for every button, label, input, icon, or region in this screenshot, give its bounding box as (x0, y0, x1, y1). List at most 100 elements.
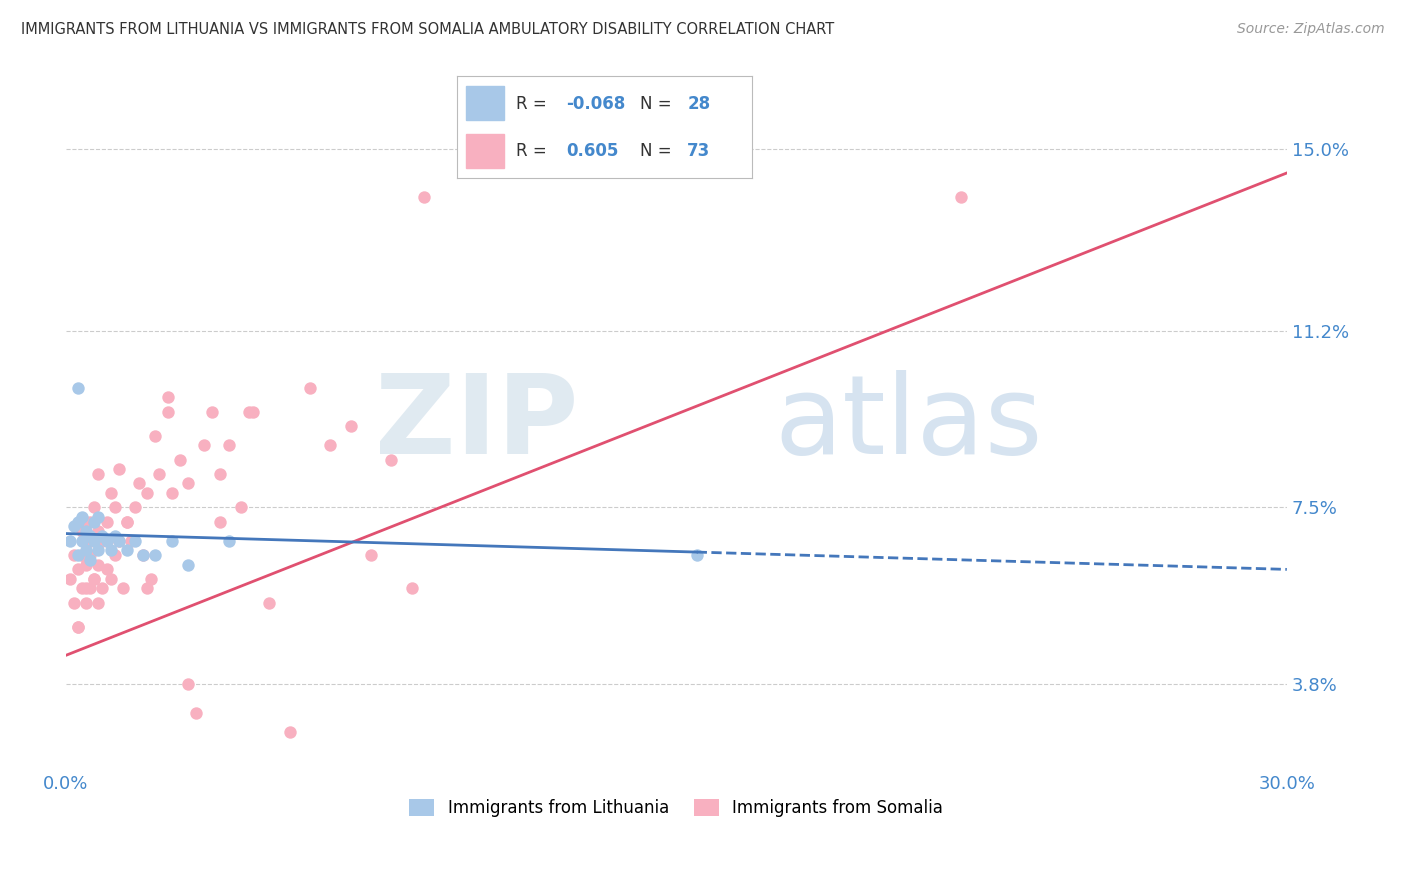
Point (63, 596, 86, 610)
Point (193, 438, 215, 452)
Point (115, 515, 138, 529)
Text: IMMIGRANTS FROM LITHUANIA VS IMMIGRANTS FROM SOMALIA AMBULATORY DISABILITY CORRE: IMMIGRANTS FROM LITHUANIA VS IMMIGRANTS … (21, 22, 834, 37)
Point (104, 500, 127, 515)
Point (128, 476, 150, 491)
Point (169, 452, 191, 467)
Point (104, 548, 127, 562)
Point (413, 190, 436, 204)
Point (96, 533, 118, 548)
Point (70, 548, 93, 562)
Point (148, 467, 170, 481)
Point (63, 548, 86, 562)
Point (100, 543, 122, 558)
Point (87, 509, 110, 524)
Point (401, 582, 423, 596)
Point (120, 533, 142, 548)
Point (229, 500, 252, 515)
Text: Source: ZipAtlas.com: Source: ZipAtlas.com (1237, 22, 1385, 37)
Point (111, 582, 134, 596)
Point (160, 533, 183, 548)
Point (96, 533, 118, 548)
Text: 73: 73 (688, 142, 710, 160)
Text: ZIP: ZIP (375, 370, 579, 477)
Point (380, 452, 402, 467)
Point (124, 500, 146, 515)
Point (96, 562, 118, 576)
Point (83, 572, 105, 586)
Point (70, 533, 93, 548)
Text: -0.068: -0.068 (567, 95, 626, 112)
Point (278, 724, 301, 739)
Point (66, 562, 89, 576)
Point (950, 190, 973, 204)
Text: 0.605: 0.605 (567, 142, 619, 160)
Point (91, 582, 114, 596)
Point (87, 543, 110, 558)
Point (100, 486, 122, 500)
Point (91, 529, 114, 543)
Point (79, 582, 101, 596)
Point (70, 524, 93, 538)
Text: R =: R = (516, 95, 553, 112)
Point (96, 515, 118, 529)
Text: 28: 28 (688, 95, 710, 112)
Point (319, 438, 342, 452)
Point (141, 572, 163, 586)
Point (184, 706, 207, 720)
Point (360, 548, 382, 562)
Bar (465, 135, 505, 168)
Point (66, 515, 89, 529)
Point (132, 548, 155, 562)
Point (339, 419, 361, 434)
Point (79, 553, 101, 567)
Point (79, 515, 101, 529)
Point (238, 405, 260, 419)
Point (298, 381, 321, 395)
Point (177, 677, 200, 691)
Point (75, 543, 97, 558)
Text: atlas: atlas (773, 370, 1042, 477)
Point (75, 596, 97, 610)
Point (124, 533, 146, 548)
Point (107, 533, 129, 548)
Point (685, 548, 707, 562)
Point (242, 405, 264, 419)
Point (87, 596, 110, 610)
Point (79, 548, 101, 562)
Point (143, 548, 166, 562)
Legend: Immigrants from Lithuania, Immigrants from Somalia: Immigrants from Lithuania, Immigrants fr… (402, 792, 950, 824)
Point (75, 524, 97, 538)
Point (87, 524, 110, 538)
Point (83, 572, 105, 586)
Point (177, 558, 200, 572)
Point (91, 533, 114, 548)
Point (59, 572, 82, 586)
Text: N =: N = (640, 142, 676, 160)
Point (160, 486, 183, 500)
Point (83, 515, 105, 529)
Point (209, 515, 232, 529)
Point (104, 529, 127, 543)
Point (218, 438, 240, 452)
Point (66, 620, 89, 634)
Point (75, 582, 97, 596)
Point (63, 519, 86, 533)
Point (70, 548, 93, 562)
Point (66, 548, 89, 562)
Text: R =: R = (516, 142, 553, 160)
Bar (465, 87, 505, 120)
Point (132, 548, 155, 562)
Point (107, 462, 129, 476)
Point (59, 533, 82, 548)
Point (100, 572, 122, 586)
Point (79, 529, 101, 543)
Point (115, 515, 138, 529)
Point (259, 596, 281, 610)
Point (115, 543, 138, 558)
Point (66, 381, 89, 395)
Point (70, 509, 93, 524)
Point (79, 533, 101, 548)
Point (107, 533, 129, 548)
Point (177, 476, 200, 491)
Point (87, 467, 110, 481)
